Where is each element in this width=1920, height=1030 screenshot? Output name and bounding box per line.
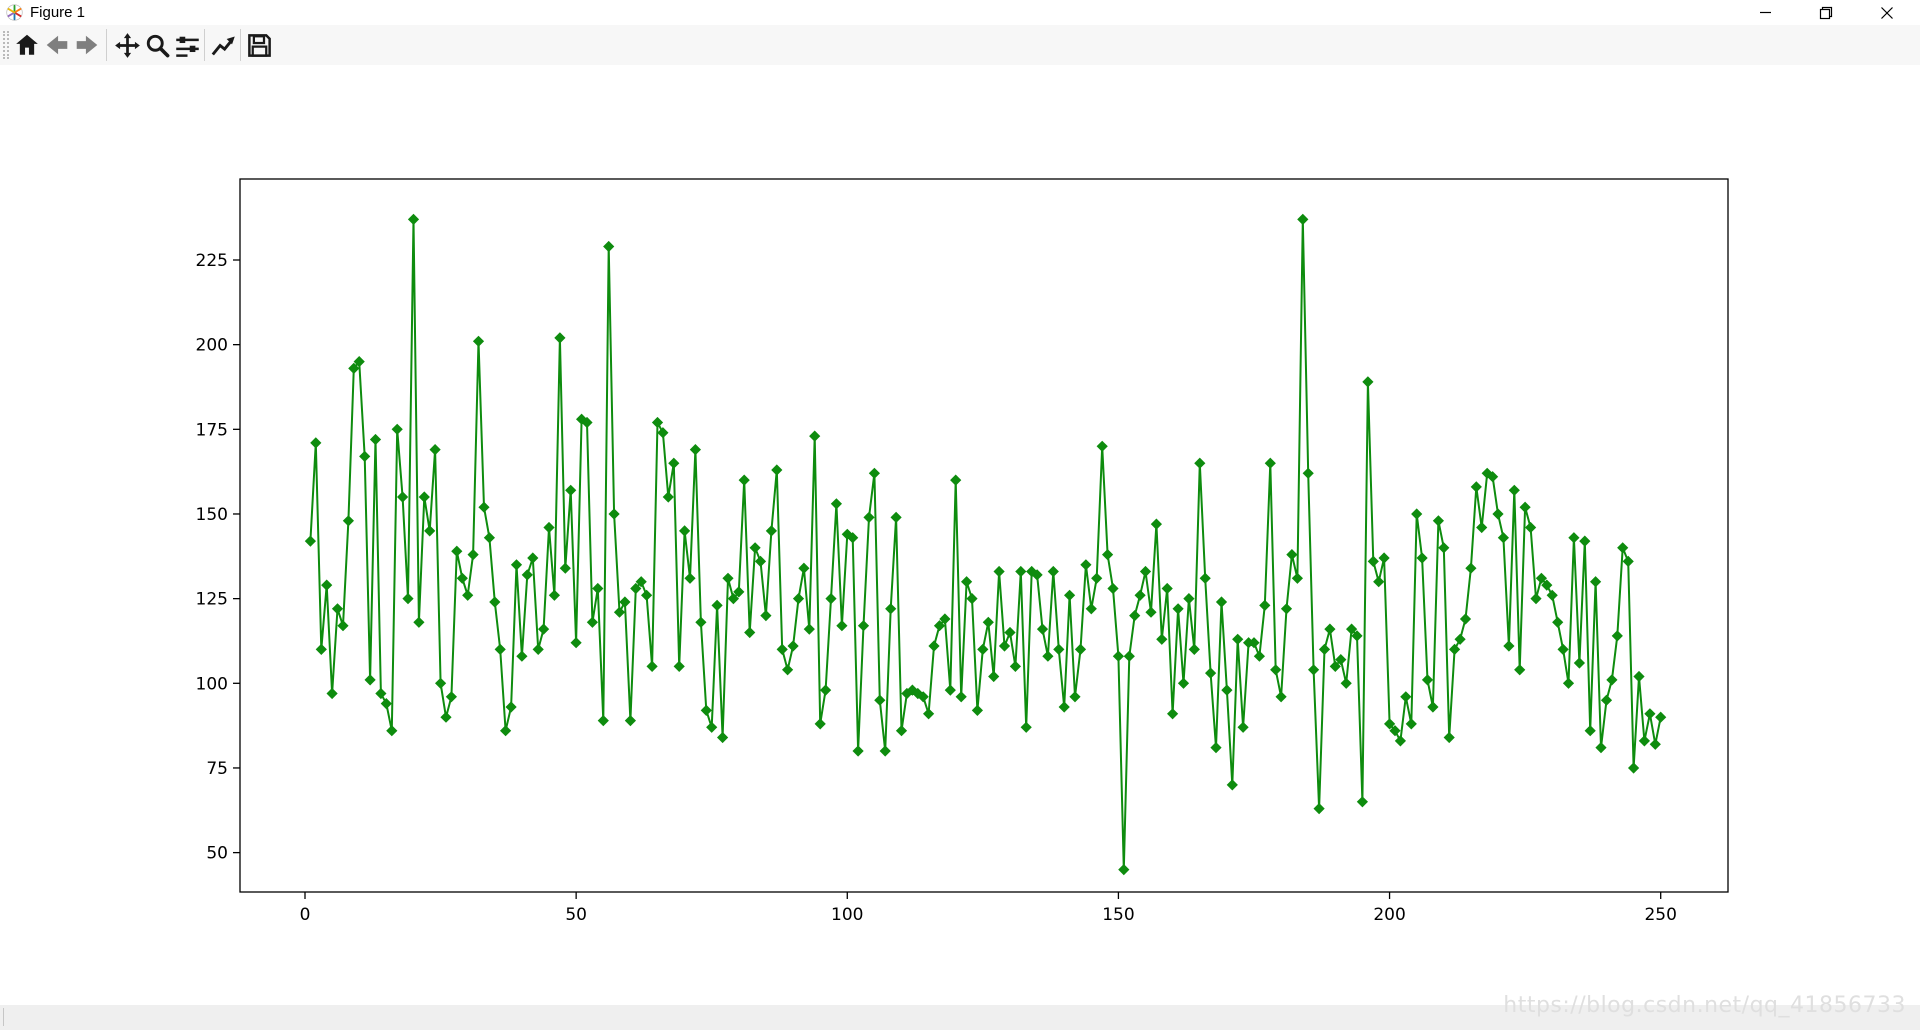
svg-text:50: 50 [206, 844, 228, 864]
customize-icon [211, 36, 235, 55]
matplotlib-logo-icon [6, 4, 23, 21]
svg-text:50: 50 [565, 905, 587, 925]
home-button[interactable] [12, 30, 42, 60]
svg-text:100: 100 [831, 905, 863, 925]
close-button[interactable] [1864, 0, 1910, 25]
customize-button[interactable] [208, 30, 238, 60]
subplots-button[interactable] [172, 30, 202, 60]
svg-text:0: 0 [300, 905, 311, 925]
figure-canvas[interactable]: 50 75 100 125 150 175 200 225 0 50 100 150 200 250 [0, 65, 1920, 1005]
toolbar-separator [204, 29, 205, 61]
svg-text:200: 200 [1373, 905, 1405, 925]
forward-button[interactable] [72, 30, 102, 60]
zoom-icon [146, 34, 169, 57]
minimize-button[interactable] [1742, 0, 1788, 25]
maximize-button[interactable] [1803, 0, 1849, 25]
close-icon [1881, 6, 1893, 19]
save-button[interactable] [244, 30, 274, 60]
svg-text:150: 150 [1102, 905, 1134, 925]
home-icon [16, 34, 38, 55]
zoom-button[interactable] [142, 30, 172, 60]
svg-text:200: 200 [196, 336, 228, 356]
line-chart: 50 75 100 125 150 175 200 225 0 50 100 150 200 250 [196, 178, 1729, 925]
restore-icon [1819, 6, 1833, 19]
svg-text:150: 150 [196, 505, 228, 525]
pan-icon [114, 32, 140, 58]
back-icon [46, 35, 68, 55]
toolbar-separator [240, 29, 241, 61]
svg-text:100: 100 [196, 674, 228, 694]
window-title: Figure 1 [30, 4, 86, 21]
status-bar [0, 1005, 1920, 1030]
watermark-text: https://blog.csdn.net/qq_41856733 [1503, 993, 1906, 1018]
svg-text:175: 175 [196, 420, 228, 440]
subplots-icon [175, 36, 199, 57]
forward-icon [76, 35, 98, 55]
svg-text:225: 225 [196, 251, 228, 271]
svg-text:250: 250 [1644, 905, 1676, 925]
navigation-toolbar [0, 25, 1920, 65]
back-button[interactable] [42, 30, 72, 60]
minimize-icon [1759, 11, 1771, 14]
titlebar: Figure 1 [0, 0, 1920, 25]
toolbar-grip[interactable] [3, 31, 9, 59]
svg-text:125: 125 [196, 590, 228, 610]
save-icon [247, 33, 271, 57]
toolbar-separator [106, 29, 107, 61]
status-bar-divider [3, 1008, 4, 1026]
svg-text:75: 75 [206, 759, 228, 779]
pan-button[interactable] [112, 30, 142, 60]
